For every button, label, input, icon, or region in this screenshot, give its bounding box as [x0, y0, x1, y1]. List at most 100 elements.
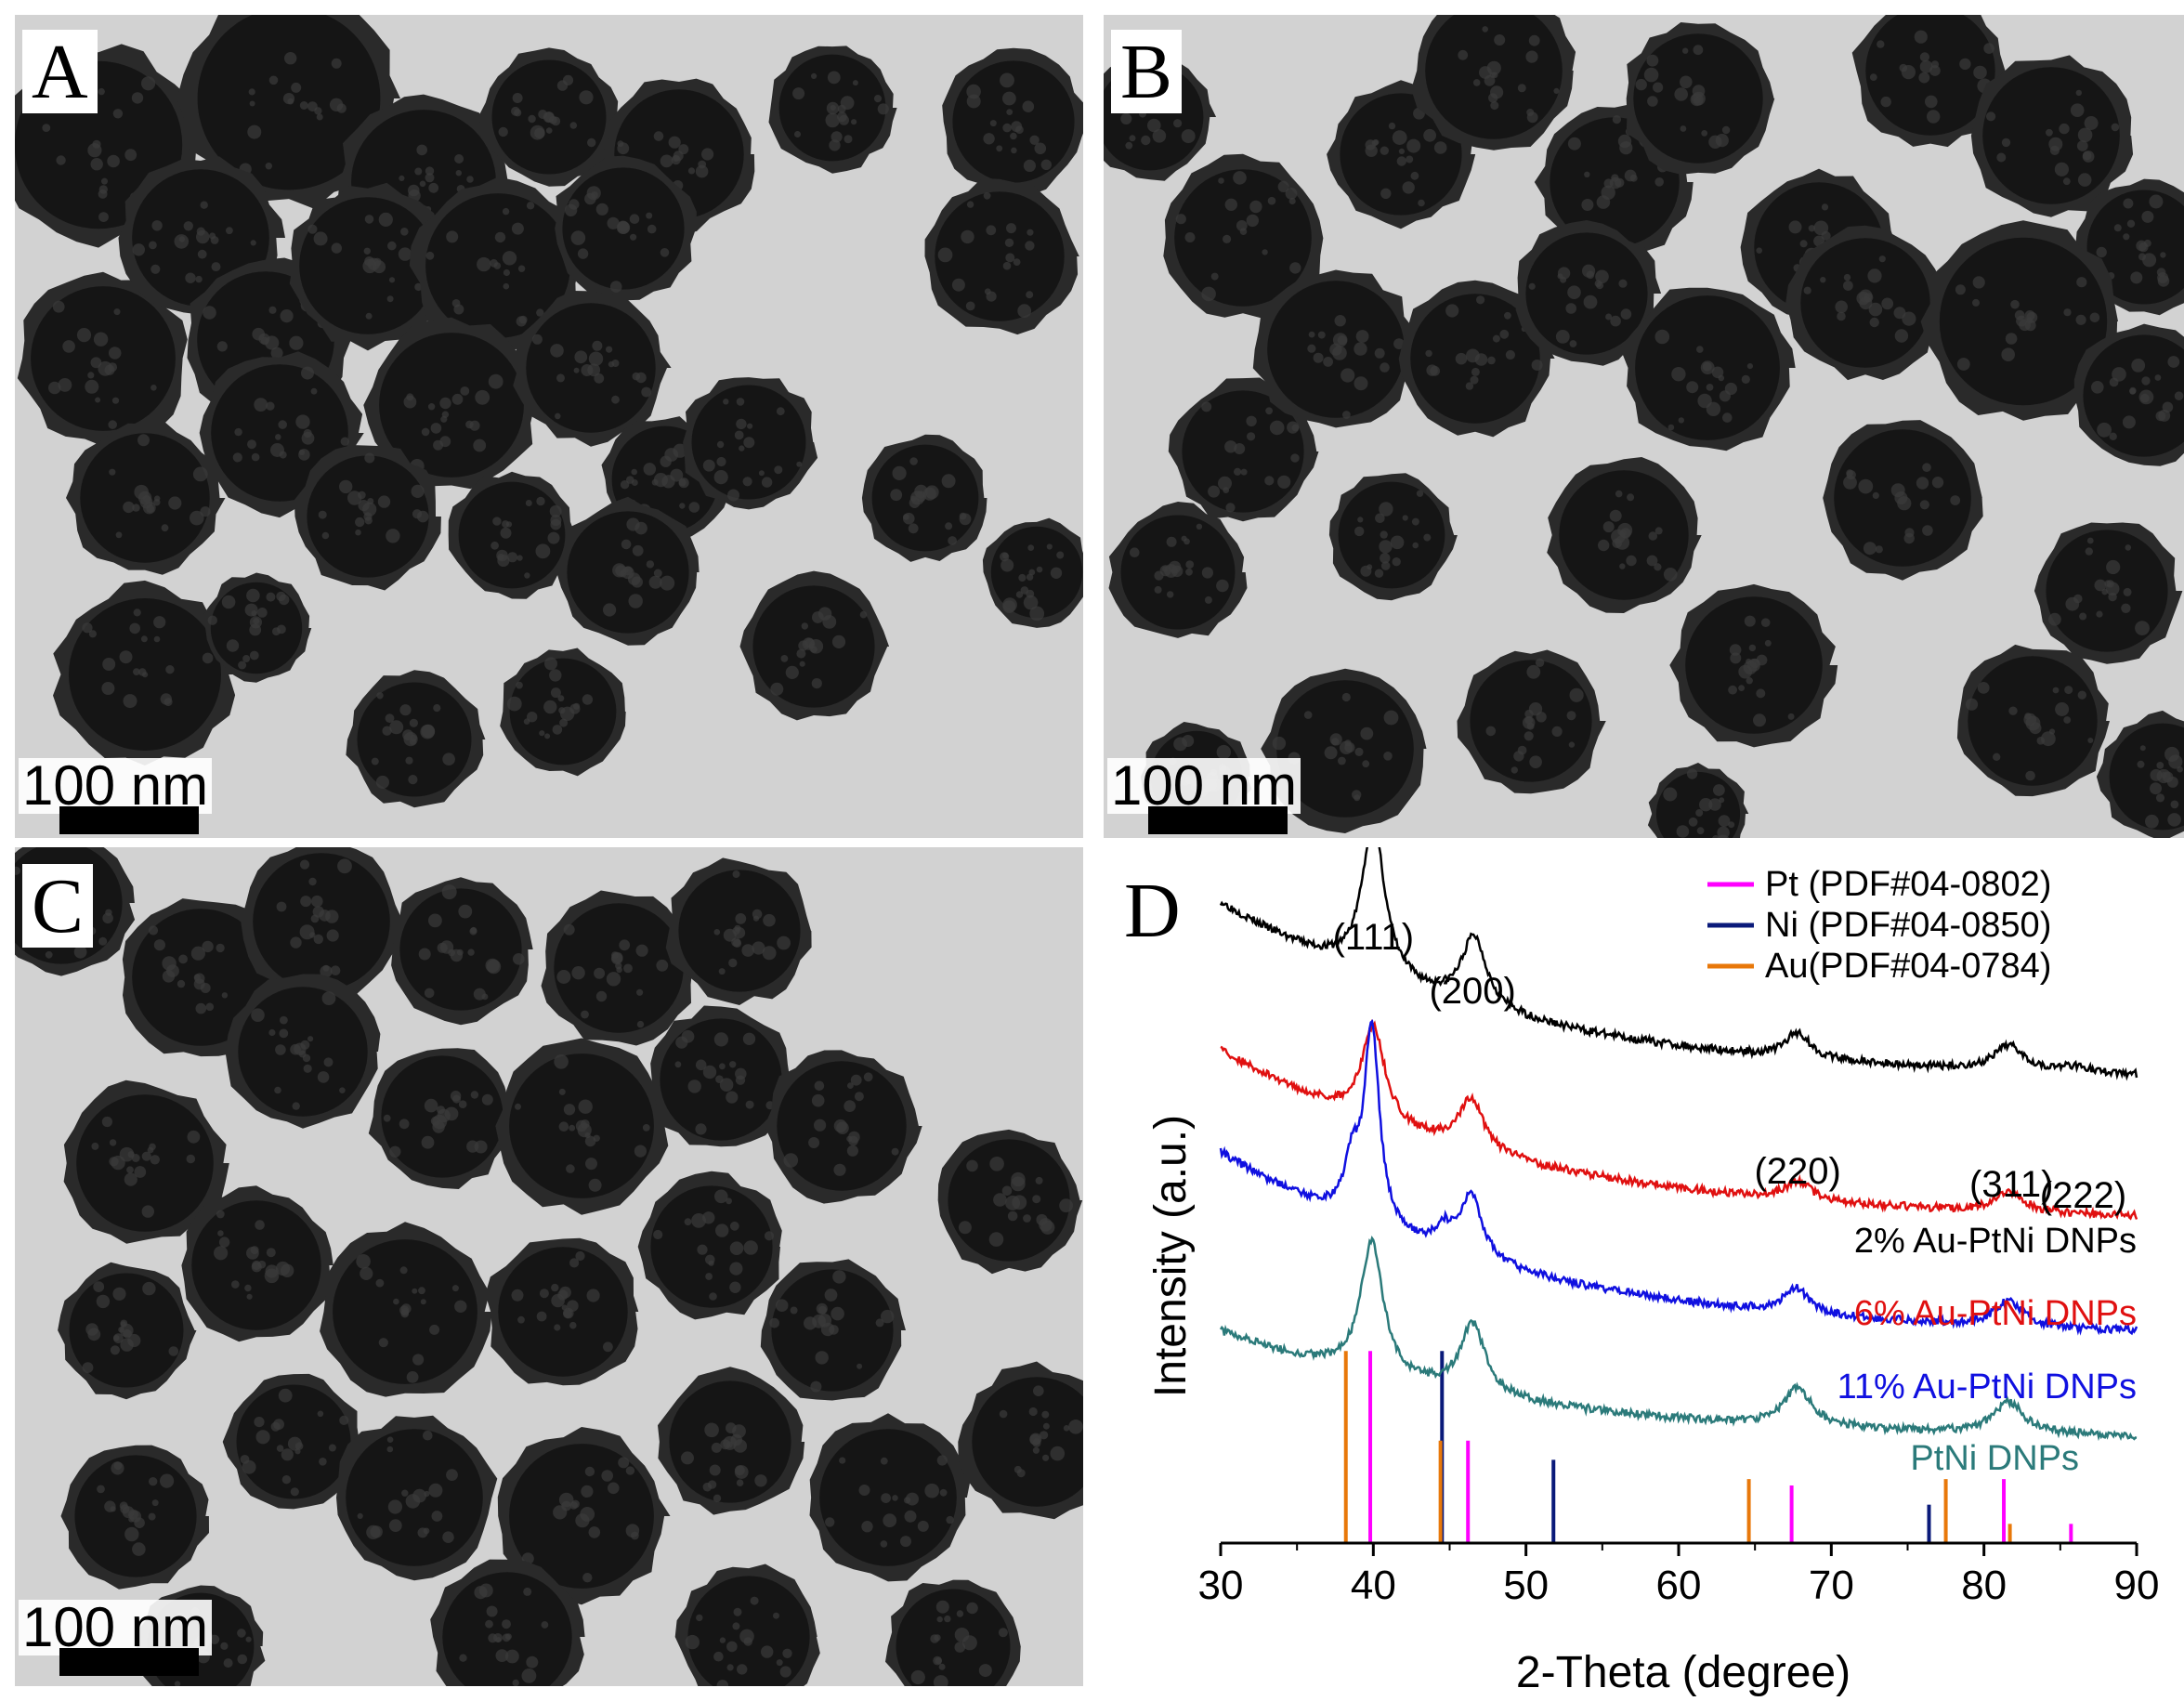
nanoparticle — [665, 857, 812, 1005]
nanoparticle — [637, 1171, 782, 1320]
y-axis-label: Intensity (a.u.) — [1146, 1115, 1196, 1397]
nanoparticle — [764, 1050, 922, 1204]
reference-pattern-lines — [1343, 1351, 2073, 1543]
nanoparticle — [409, 177, 583, 356]
nanoparticle — [222, 1373, 360, 1510]
nanoparticle — [2073, 323, 2184, 466]
nanoparticle — [2034, 522, 2183, 664]
nanoparticle — [958, 1361, 1083, 1520]
series-line — [1219, 1235, 2138, 1442]
nanoparticle — [541, 890, 696, 1046]
nanoparticle — [1785, 225, 1945, 381]
nanoparticle — [53, 580, 236, 765]
nanoparticle — [2096, 710, 2184, 838]
xrd-chart-panel: D Intensity (a.u.) 2-Theta (degree) 30 40… — [1104, 847, 2184, 1701]
x-tick-label: 70 — [1809, 1563, 1854, 1608]
series-label: 2% Au-PtNi DNPs — [1854, 1222, 2137, 1261]
x-tick-label: 40 — [1351, 1563, 1396, 1608]
nanoparticle — [674, 1564, 820, 1686]
nanoparticle — [363, 317, 535, 490]
nanoparticle — [1647, 763, 1749, 838]
nanoparticle — [556, 496, 700, 646]
nanoparticle — [1626, 22, 1775, 175]
nanoparticle — [650, 1005, 791, 1147]
nanoparticle — [937, 1129, 1083, 1275]
nanoparticle — [1168, 377, 1319, 522]
peak-label: (220) — [1754, 1151, 1840, 1192]
nanoparticle — [203, 572, 312, 683]
nanoparticle — [225, 974, 381, 1129]
x-tick-label: 80 — [1961, 1563, 2007, 1608]
scale-bar-a — [59, 806, 199, 834]
nanoparticle — [1108, 502, 1248, 638]
nanoparticle — [289, 182, 451, 351]
nanoparticle — [1669, 583, 1838, 748]
nanoparticle — [942, 47, 1083, 196]
nanoparticle — [320, 1222, 492, 1397]
nanoparticle — [885, 1579, 1021, 1686]
nanoparticle — [1252, 269, 1418, 428]
nanoparticle — [1823, 420, 1983, 581]
nanoparticle — [1547, 457, 1702, 613]
legend-entry: Pt (PDF#04-0802) — [1765, 865, 2051, 904]
nanoparticle — [1411, 15, 1576, 150]
x-tick-label: 60 — [1656, 1563, 1702, 1608]
legend-entry: Ni (PDF#04-0850) — [1765, 906, 2051, 945]
nanoparticle — [485, 1237, 639, 1386]
scale-bar-b — [1148, 806, 1288, 834]
nanoparticle — [513, 291, 672, 447]
nanoparticle — [739, 570, 890, 721]
nanoparticle — [924, 177, 1079, 335]
xrd-curves — [1219, 847, 2138, 1442]
series-label: 6% Au-PtNi DNPs — [1854, 1294, 2137, 1333]
peak-label: (111) — [1333, 917, 1414, 958]
nanoparticle — [177, 15, 400, 209]
nanoparticle — [1457, 649, 1606, 794]
panel-label-d: D — [1124, 868, 1181, 954]
nanoparticle — [1956, 644, 2110, 797]
nanoparticle — [500, 648, 626, 777]
nanoparticle — [1328, 473, 1458, 601]
nanoparticle — [346, 670, 486, 808]
nanoparticle — [1515, 220, 1662, 366]
nanoparticle — [391, 877, 533, 1026]
tem-particles-a — [15, 15, 1083, 808]
series-label: PtNi DNPs — [1910, 1439, 2079, 1478]
nanoparticle — [982, 517, 1083, 628]
nanoparticle — [241, 847, 404, 1005]
nanoparticle — [1970, 55, 2134, 217]
nanoparticle — [760, 1259, 906, 1401]
nanoparticle — [477, 47, 619, 187]
legend-entry: Au(PDF#04-0784) — [1765, 947, 2051, 986]
nanoparticle — [1163, 153, 1324, 319]
series-labels: 2% Au-PtNi DNPs 6% Au-PtNi DNPs 11% Au-PtN… — [1837, 1222, 2137, 1478]
nanoparticle — [63, 1079, 229, 1244]
scale-bar-label-b: 100 nm — [1107, 758, 1301, 814]
nanoparticle — [861, 434, 987, 562]
nanoparticle — [495, 1038, 669, 1215]
nanoparticle — [555, 155, 697, 301]
tem-particles-c — [15, 847, 1083, 1686]
x-tick-label: 50 — [1503, 1563, 1549, 1608]
nanoparticle — [17, 271, 188, 447]
scale-bar-c — [59, 1648, 199, 1676]
nanoparticle — [1261, 668, 1427, 833]
nanoparticle — [1398, 280, 1555, 438]
nanoparticle — [497, 1427, 671, 1605]
x-axis-label: 2-Theta (degree) — [1516, 1648, 1851, 1697]
nanoparticle — [368, 1048, 518, 1189]
series-line — [1219, 847, 2138, 1081]
nanoparticle — [448, 471, 578, 599]
series-line — [1219, 1019, 2138, 1336]
x-axis-ticks: 30 40 50 60 70 80 90 — [1198, 1543, 2159, 1608]
tem-image-panel-c: C 100 nm — [15, 847, 1083, 1686]
legend: Pt (PDF#04-0802)Ni (PDF#04-0850)Au(PDF#0… — [1707, 865, 2051, 986]
nanoparticle — [60, 1445, 209, 1590]
nanoparticle — [658, 1367, 805, 1515]
peak-labels: (111) (200) (220) (311)(222) — [1333, 917, 2127, 1216]
nanoparticle — [1920, 220, 2118, 421]
peak-label: (311) — [1969, 1164, 2053, 1205]
nanoparticle — [66, 420, 226, 575]
nanoparticle — [1620, 287, 1796, 451]
xrd-chart: D Intensity (a.u.) 2-Theta (degree) 30 40… — [1124, 847, 2159, 1697]
